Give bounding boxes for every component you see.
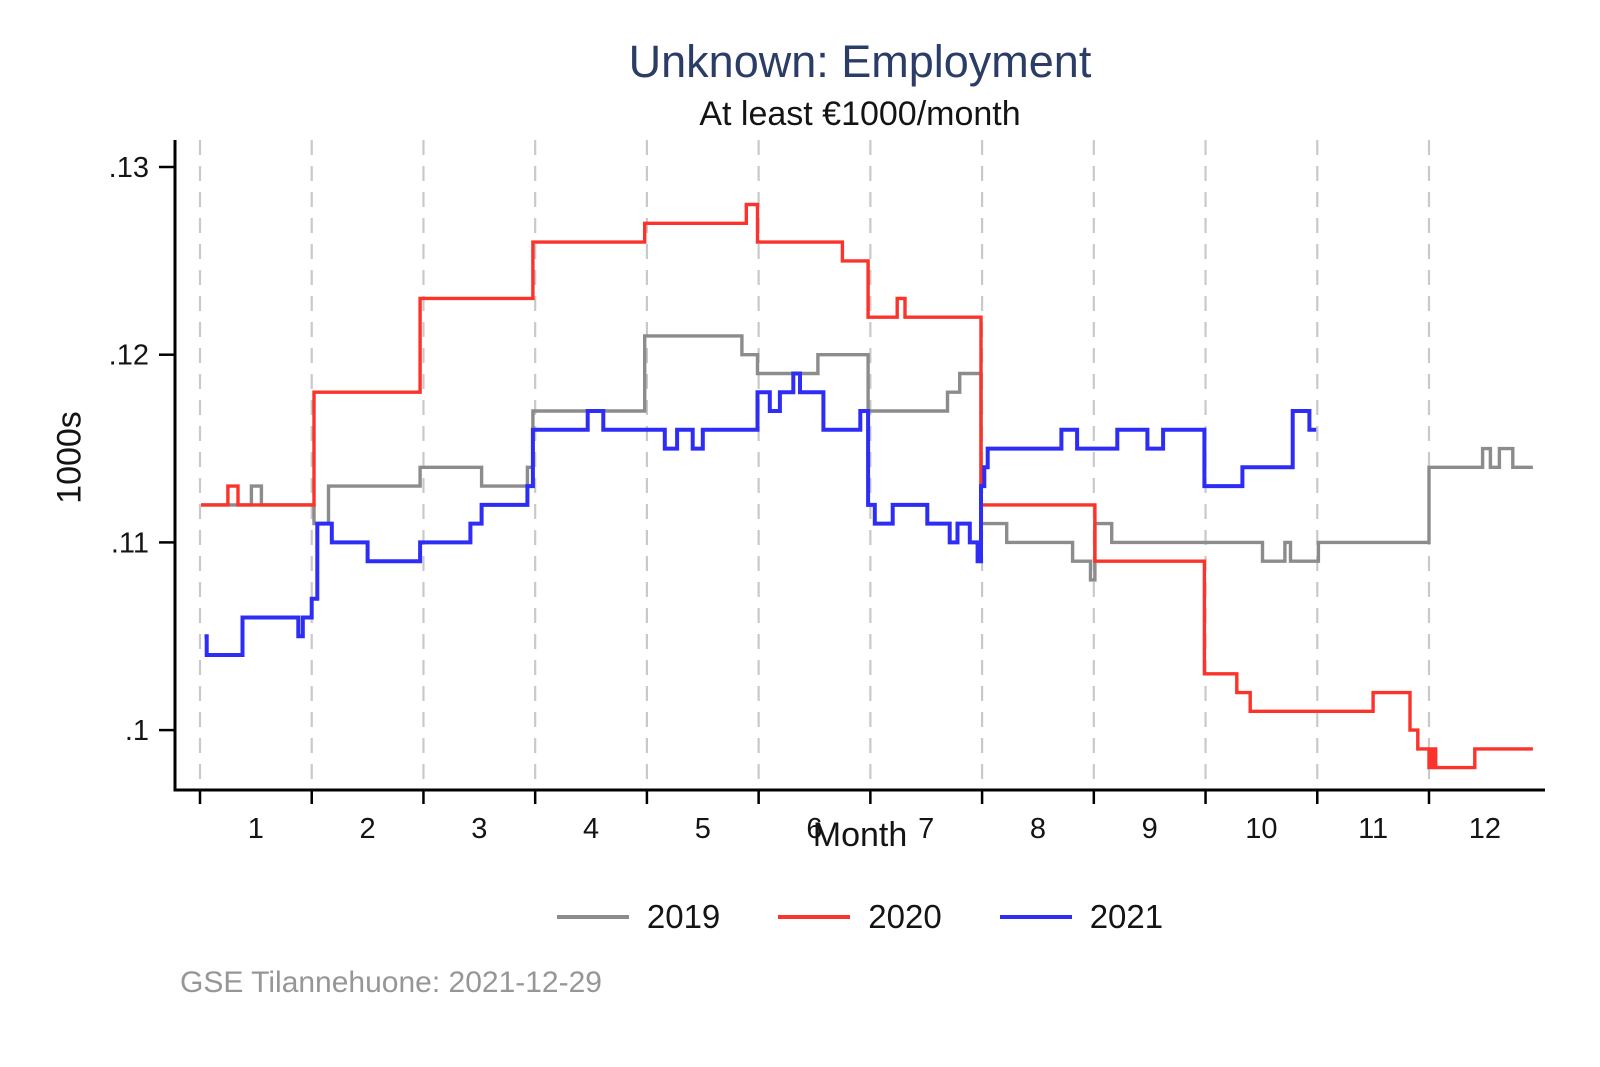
legend-swatch-2020 (778, 915, 851, 919)
x-tick-label: 8 (1030, 813, 1046, 845)
y-tick-label: .1 (125, 715, 149, 747)
legend-swatch-2019 (556, 915, 629, 919)
x-tick-label: 7 (918, 813, 934, 845)
x-tick-label: 10 (1245, 813, 1277, 845)
legend-item-2020: 2020 (778, 898, 942, 936)
legend-label-2019: 2019 (646, 898, 721, 935)
x-axis-title: Month (812, 816, 908, 854)
series-2020-line (201, 202, 1533, 770)
series-2019-line (201, 334, 1533, 582)
chart-title: Unknown: Employment (628, 36, 1092, 87)
footer-note: GSE Tilannehuone: 2021-12-29 (180, 966, 602, 999)
y-tick-label: .12 (109, 340, 149, 372)
legend-item-2019: 2019 (556, 898, 721, 936)
y-tick-label: .13 (109, 152, 149, 184)
legend-label-2020: 2020 (868, 898, 942, 935)
legend-label-2021: 2021 (1089, 898, 1164, 935)
x-tick-label: 11 (1358, 813, 1388, 845)
legend-swatch-2021 (999, 915, 1072, 919)
x-tick-label: 2 (360, 813, 376, 845)
x-tick-label: 5 (695, 813, 711, 845)
legend-item-2021: 2021 (999, 898, 1164, 936)
x-tick-label: 6 (806, 813, 822, 845)
series-2021-line (204, 371, 1317, 657)
x-tick-label: 4 (583, 813, 599, 845)
x-tick-label: 1 (248, 813, 264, 845)
chart-subtitle: At least €1000/month (699, 95, 1021, 133)
x-tick-label: 3 (471, 813, 487, 845)
x-tick-label: 9 (1142, 813, 1158, 845)
legend: 2019 2020 2021 (175, 898, 1545, 936)
y-tick-label: .11 (111, 527, 149, 559)
x-tick-label: 12 (1469, 813, 1501, 845)
